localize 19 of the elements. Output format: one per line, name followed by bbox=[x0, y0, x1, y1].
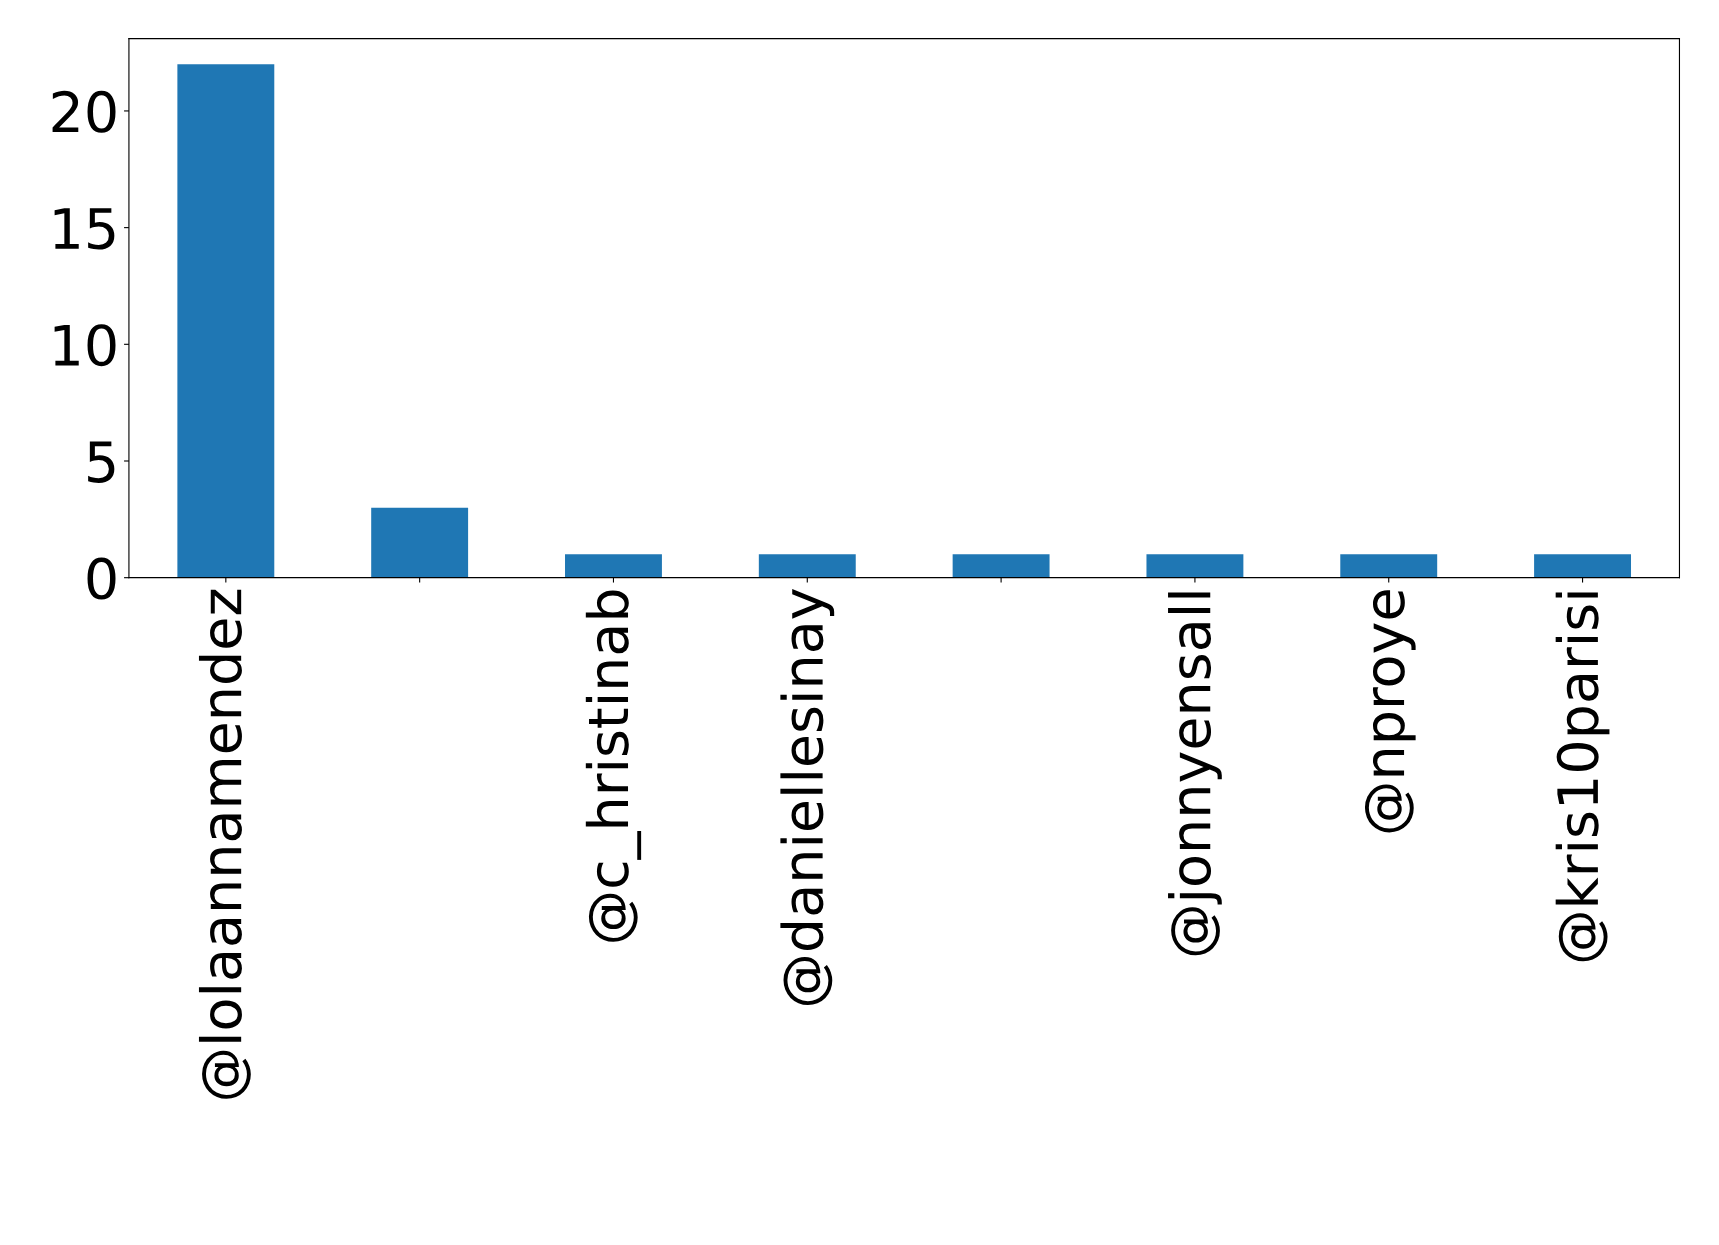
y-tick-label: 15 bbox=[54, 208, 115, 250]
bar bbox=[952, 554, 1050, 578]
bar bbox=[565, 554, 662, 578]
x-tick-label: @kris10parisi bbox=[1555, 592, 1610, 962]
y-tick-label: 20 bbox=[52, 90, 116, 133]
y-tick-label: 5 bbox=[88, 441, 115, 483]
x-tick-label: @daniellesinay bbox=[780, 589, 835, 1005]
x-tick-label: @c_hristinab bbox=[585, 590, 642, 942]
bar bbox=[758, 554, 856, 578]
bar bbox=[1534, 554, 1632, 578]
x-tick-label: @lolaannamendez bbox=[198, 589, 251, 1099]
bar bbox=[1340, 554, 1438, 578]
y-tick-label: 10 bbox=[54, 324, 116, 367]
y-tick-label: 0 bbox=[87, 557, 116, 600]
bar bbox=[371, 507, 469, 578]
bar bbox=[1146, 554, 1244, 578]
bar bbox=[177, 64, 275, 578]
x-tick-label: @nproye bbox=[1364, 590, 1416, 833]
x-tick-label: @jonnyensall bbox=[1168, 592, 1222, 956]
